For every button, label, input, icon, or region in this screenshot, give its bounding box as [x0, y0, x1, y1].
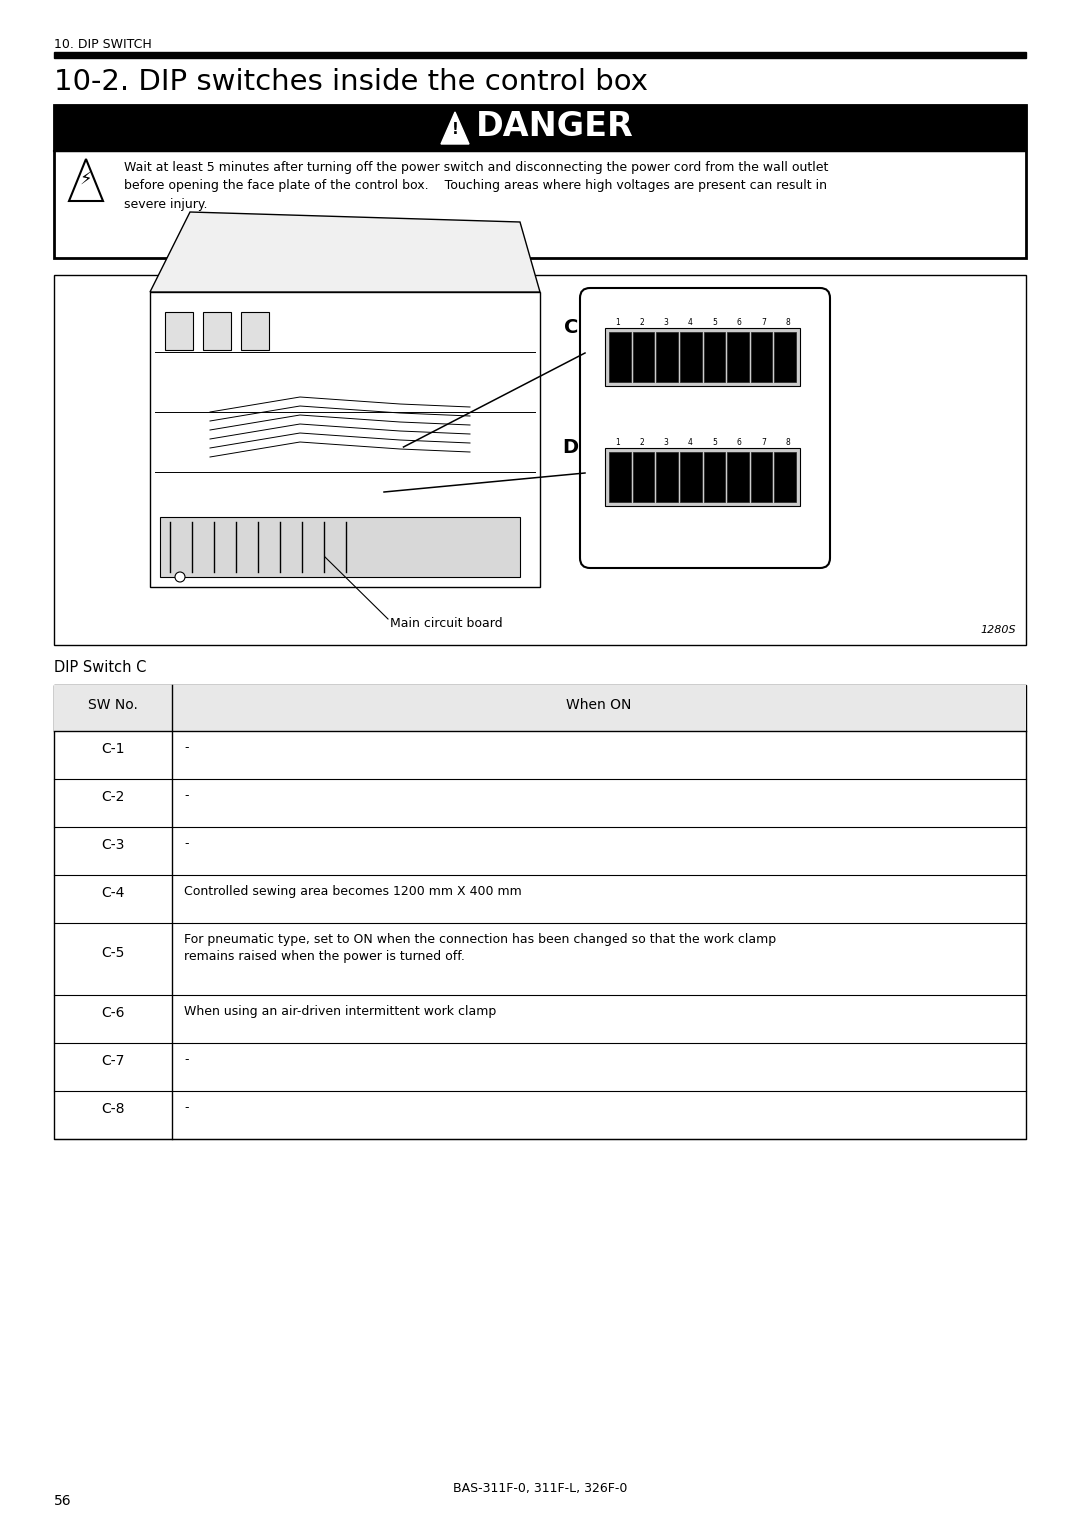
Text: -: - [184, 837, 189, 850]
Text: 8: 8 [785, 439, 791, 448]
Text: 2: 2 [639, 439, 644, 448]
Bar [203, 312, 231, 350]
Bar [633, 332, 654, 382]
Text: C: C [564, 318, 578, 338]
Polygon shape [441, 112, 469, 144]
Text: C-6: C-6 [102, 1005, 125, 1021]
Text: 7: 7 [761, 439, 766, 448]
Text: C-3: C-3 [102, 837, 124, 853]
Bar [609, 332, 631, 382]
Text: Controlled sewing area becomes 1200 mm X 400 mm: Controlled sewing area becomes 1200 mm X… [184, 885, 522, 898]
Bar [54, 105, 1026, 151]
Bar [751, 452, 772, 503]
Text: 10. DIP SWITCH: 10. DIP SWITCH [54, 38, 152, 50]
Text: BAS-311F-0, 311F-L, 326F-0: BAS-311F-0, 311F-L, 326F-0 [453, 1482, 627, 1494]
Text: C-1: C-1 [102, 743, 125, 756]
Text: 56: 56 [54, 1494, 71, 1508]
Bar [703, 332, 725, 382]
Bar [165, 312, 193, 350]
Text: C-4: C-4 [102, 886, 124, 900]
Text: When using an air-driven intermittent work clamp: When using an air-driven intermittent wo… [184, 1005, 496, 1018]
Text: -: - [184, 1102, 189, 1114]
Bar [609, 452, 631, 503]
Bar [727, 332, 748, 382]
Text: 2: 2 [639, 318, 644, 327]
Bar [774, 332, 796, 382]
Text: For pneumatic type, set to ON when the connection has been changed so that the w: For pneumatic type, set to ON when the c… [184, 934, 777, 963]
Bar [54, 685, 1026, 1138]
Text: C-2: C-2 [102, 790, 124, 804]
Text: 6: 6 [737, 318, 742, 327]
Bar [751, 332, 772, 382]
Bar [605, 329, 800, 387]
Bar [703, 452, 725, 503]
Text: 3: 3 [663, 318, 669, 327]
Text: D: D [562, 439, 578, 457]
Text: Wait at least 5 minutes after turning off the power switch and disconnecting the: Wait at least 5 minutes after turning of… [124, 160, 828, 211]
Text: 5: 5 [712, 318, 717, 327]
Bar [633, 452, 654, 503]
Text: 10-2. DIP switches inside the control box: 10-2. DIP switches inside the control bo… [54, 69, 648, 96]
Bar [241, 312, 269, 350]
Text: 1: 1 [615, 318, 620, 327]
Text: C-7: C-7 [102, 1054, 124, 1068]
Bar [54, 105, 1026, 258]
Text: ⚡: ⚡ [80, 171, 92, 189]
Text: 1280S: 1280S [981, 625, 1016, 636]
Bar [605, 448, 800, 506]
FancyBboxPatch shape [580, 287, 831, 568]
Text: DIP Switch C: DIP Switch C [54, 660, 147, 675]
Text: 1: 1 [615, 439, 620, 448]
Text: 6: 6 [737, 439, 742, 448]
Text: 8: 8 [785, 318, 791, 327]
Text: -: - [184, 788, 189, 802]
Bar [54, 275, 1026, 645]
Bar [54, 685, 1026, 730]
Bar [680, 452, 702, 503]
Bar [657, 332, 678, 382]
Text: 4: 4 [688, 318, 692, 327]
Bar [727, 452, 748, 503]
Text: C-8: C-8 [102, 1102, 125, 1115]
Bar [54, 52, 1026, 58]
Text: 3: 3 [663, 439, 669, 448]
Bar [680, 332, 702, 382]
Polygon shape [150, 212, 540, 292]
Text: 7: 7 [761, 318, 766, 327]
Text: 4: 4 [688, 439, 692, 448]
Text: !: ! [451, 122, 458, 138]
Bar [657, 452, 678, 503]
Circle shape [175, 571, 185, 582]
Bar [774, 452, 796, 503]
Text: SW No.: SW No. [89, 698, 138, 712]
Text: 5: 5 [712, 439, 717, 448]
Text: When ON: When ON [566, 698, 632, 712]
Text: -: - [184, 1053, 189, 1067]
Text: Main circuit board: Main circuit board [390, 617, 502, 630]
Text: C-5: C-5 [102, 946, 124, 960]
Bar [150, 292, 540, 587]
Polygon shape [69, 159, 103, 202]
Text: -: - [184, 741, 189, 753]
Bar [160, 516, 519, 578]
Text: DANGER: DANGER [476, 110, 634, 144]
